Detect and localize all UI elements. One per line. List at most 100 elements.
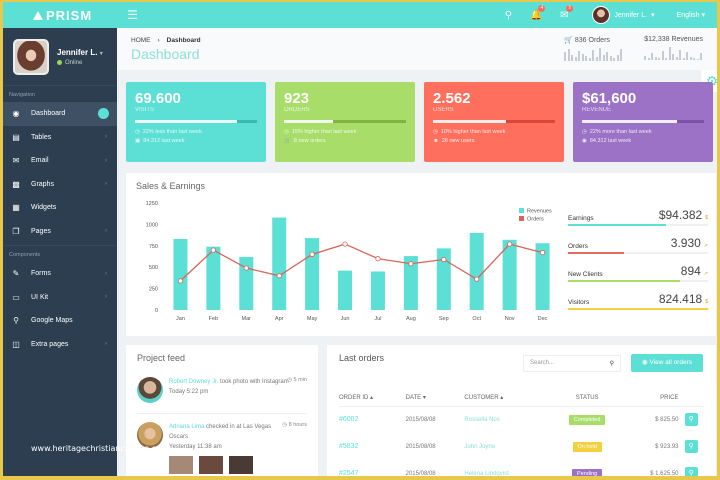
view-order-button[interactable]: ⚲ <box>684 467 698 476</box>
svg-text:750: 750 <box>149 244 158 250</box>
header-stats: 🛒 836 Orders $12,338 Revenues <box>564 36 703 61</box>
stat-orders: Orders 3.930 ↗ <box>568 236 708 254</box>
card-value: 69.600 <box>135 90 181 107</box>
customer-link[interactable]: Rossella Nos <box>464 416 500 423</box>
table-row: #2547 2015/08/08 Helena Lindqvist Pendin… <box>339 460 704 477</box>
status-badge: On hold <box>572 441 602 452</box>
table-row: #5832 2015/08/08 John Joyne On hold $ 92… <box>339 433 704 460</box>
card-line1: 10% higher than last week <box>440 129 506 135</box>
sidebar-item-dashboard[interactable]: ◉ Dashboard <box>3 102 117 126</box>
svg-text:May: May <box>307 316 318 322</box>
sidebar-item-label: Pages <box>31 227 51 235</box>
photo-thumbnail[interactable] <box>229 456 253 474</box>
sidebar-item-email[interactable]: ✉ Email › <box>3 149 117 173</box>
chevron-right-icon: › <box>105 270 107 277</box>
order-date: 2015/08/08 <box>405 470 436 477</box>
svg-text:Apr: Apr <box>275 316 284 322</box>
search-placeholder: Search... <box>530 360 555 366</box>
feed-text: took photo with Instagram <box>218 379 289 385</box>
project-feed-panel: Project feed Robert Downey Jr. took phot… <box>126 345 318 476</box>
search-icon[interactable]: ⚲ <box>504 9 513 21</box>
sidebar-item-tables[interactable]: ▤ Tables › <box>3 126 117 150</box>
envelope-icon: ✉ <box>560 9 569 21</box>
chevron-right-icon: › <box>105 134 107 141</box>
stat-name: New Clients <box>568 271 603 278</box>
sidebar-item-label: Widgets <box>31 204 57 212</box>
map-pin-icon: ⚲ <box>13 316 19 326</box>
bell-icon: 🔔 <box>530 9 543 21</box>
profile-name[interactable]: Jennifer L. ▾ <box>57 48 103 57</box>
sidebar-item-extra-pages[interactable]: ◫ Extra pages › <box>3 333 117 357</box>
svg-text:Revenues: Revenues <box>527 209 552 215</box>
svg-text:Jan: Jan <box>176 316 185 322</box>
orders-card: 923 ORDERS ◷ 15% higher than last week 🛒 8… <box>275 82 415 162</box>
sidebar-item-graphs[interactable]: ▩ Graphs › <box>3 173 117 197</box>
sidebar-item-label: Forms <box>31 270 51 278</box>
clock-icon: ◷ <box>582 129 587 135</box>
messages-button[interactable]: ✉ 5 <box>550 4 578 21</box>
card-line2: 84.312 last week <box>589 138 632 144</box>
chevron-right-icon: › <box>105 157 107 164</box>
column-header-customer[interactable]: CUSTOMER ▴ <box>464 390 552 407</box>
order-id-link[interactable]: #5832 <box>339 443 359 450</box>
sidebar-item-ui-kit[interactable]: ▭ UI Kit › <box>3 286 117 310</box>
stat-value: $94.382 <box>658 208 703 222</box>
sidebar-item-forms[interactable]: ✎ Forms › <box>3 262 117 286</box>
arrow-icon: ↗ <box>703 243 708 249</box>
column-header-date[interactable]: DATE ▾ <box>405 390 465 407</box>
breadcrumb-home[interactable]: HOME <box>131 37 151 44</box>
notification-count: 4 <box>538 4 546 12</box>
main-content: HOME › Dashboard Dashboard 🛒 836 Orders … <box>117 28 717 477</box>
feed-date: Today 5:22 pm <box>169 389 209 395</box>
orders-sparkline-stat: 🛒 836 Orders <box>564 36 623 61</box>
view-all-orders-button[interactable]: ◉ View all orders <box>631 354 703 372</box>
sidebar-item-label: Email <box>31 157 49 165</box>
feed-item: Adriana Lima checked in at Las Vegas Osc… <box>137 422 307 474</box>
svg-text:1000: 1000 <box>146 222 158 228</box>
table-icon: ▤ <box>12 132 20 142</box>
chevron-down-icon: ▾ <box>651 12 655 19</box>
photo-thumbnail[interactable] <box>199 456 223 474</box>
breadcrumb: HOME › Dashboard <box>131 37 709 44</box>
notifications-button[interactable]: 🔔 4 <box>522 4 550 21</box>
order-id-link[interactable]: #6002 <box>339 416 359 424</box>
orders-sparkline <box>564 47 623 61</box>
svg-text:Aug: Aug <box>406 316 416 322</box>
search-icon[interactable]: ⚲ <box>609 361 614 367</box>
sidebar-item-label: UI Kit <box>31 293 49 301</box>
feed-text: checked in at Las Vegas Oscars <box>169 424 272 440</box>
user-menu[interactable]: Jennifer L. ▾ <box>592 6 655 24</box>
sidebar-item-pages[interactable]: ❐ Pages › <box>3 220 117 244</box>
orders-stat-text: 836 Orders <box>574 37 610 44</box>
orders-search-input[interactable]: Search... ⚲ <box>523 355 621 372</box>
revenue-card: $61,600 REVENUE ◷ 22% more than last week… <box>573 82 713 162</box>
feed-user-link[interactable]: Robert Downey Jr. <box>169 379 219 385</box>
svg-text:0: 0 <box>155 308 158 314</box>
sidebar-item-widgets[interactable]: ▦ Widgets <box>3 196 117 220</box>
chat-icon: ▣ <box>135 138 141 144</box>
customer-link[interactable]: John Joyne <box>464 443 496 450</box>
view-order-button[interactable]: ⚲ <box>684 440 698 453</box>
order-date: 2015/08/08 <box>405 443 436 450</box>
breadcrumb-current: Dashboard <box>166 37 201 44</box>
feed-user-link[interactable]: Adriana Lima <box>169 424 205 430</box>
pages-icon: ❐ <box>12 226 20 236</box>
sales-earnings-panel: Sales & Earnings 0 250 500 750 1000 1250 Jan Fe… <box>126 173 716 336</box>
column-header-order-id[interactable]: ORDER ID ▴ <box>339 390 406 407</box>
sidebar: Jennifer L. ▾ Online Navigation ◉ Dashboa… <box>3 28 117 476</box>
hamburger-icon[interactable]: ☰ <box>127 8 138 22</box>
order-id-link[interactable]: #2547 <box>339 470 359 477</box>
brand-logo[interactable]: PRISM <box>3 8 117 23</box>
nav-section-heading: Navigation <box>9 92 35 98</box>
card-label: USERS <box>433 107 454 113</box>
clock-icon: ◷ <box>433 129 438 135</box>
order-price: $ 923.93 <box>655 443 679 450</box>
language-select[interactable]: English ▾ <box>677 11 705 19</box>
chevron-down-icon: ▾ <box>99 50 103 57</box>
view-order-button[interactable]: ⚲ <box>684 413 698 427</box>
photo-thumbnail[interactable] <box>169 456 193 474</box>
customer-link[interactable]: Helena Lindqvist <box>464 470 509 477</box>
status-badge: Completed <box>568 414 606 425</box>
svg-text:Sep: Sep <box>439 316 449 322</box>
sidebar-item-google-maps[interactable]: ⚲ Google Maps <box>3 309 117 333</box>
